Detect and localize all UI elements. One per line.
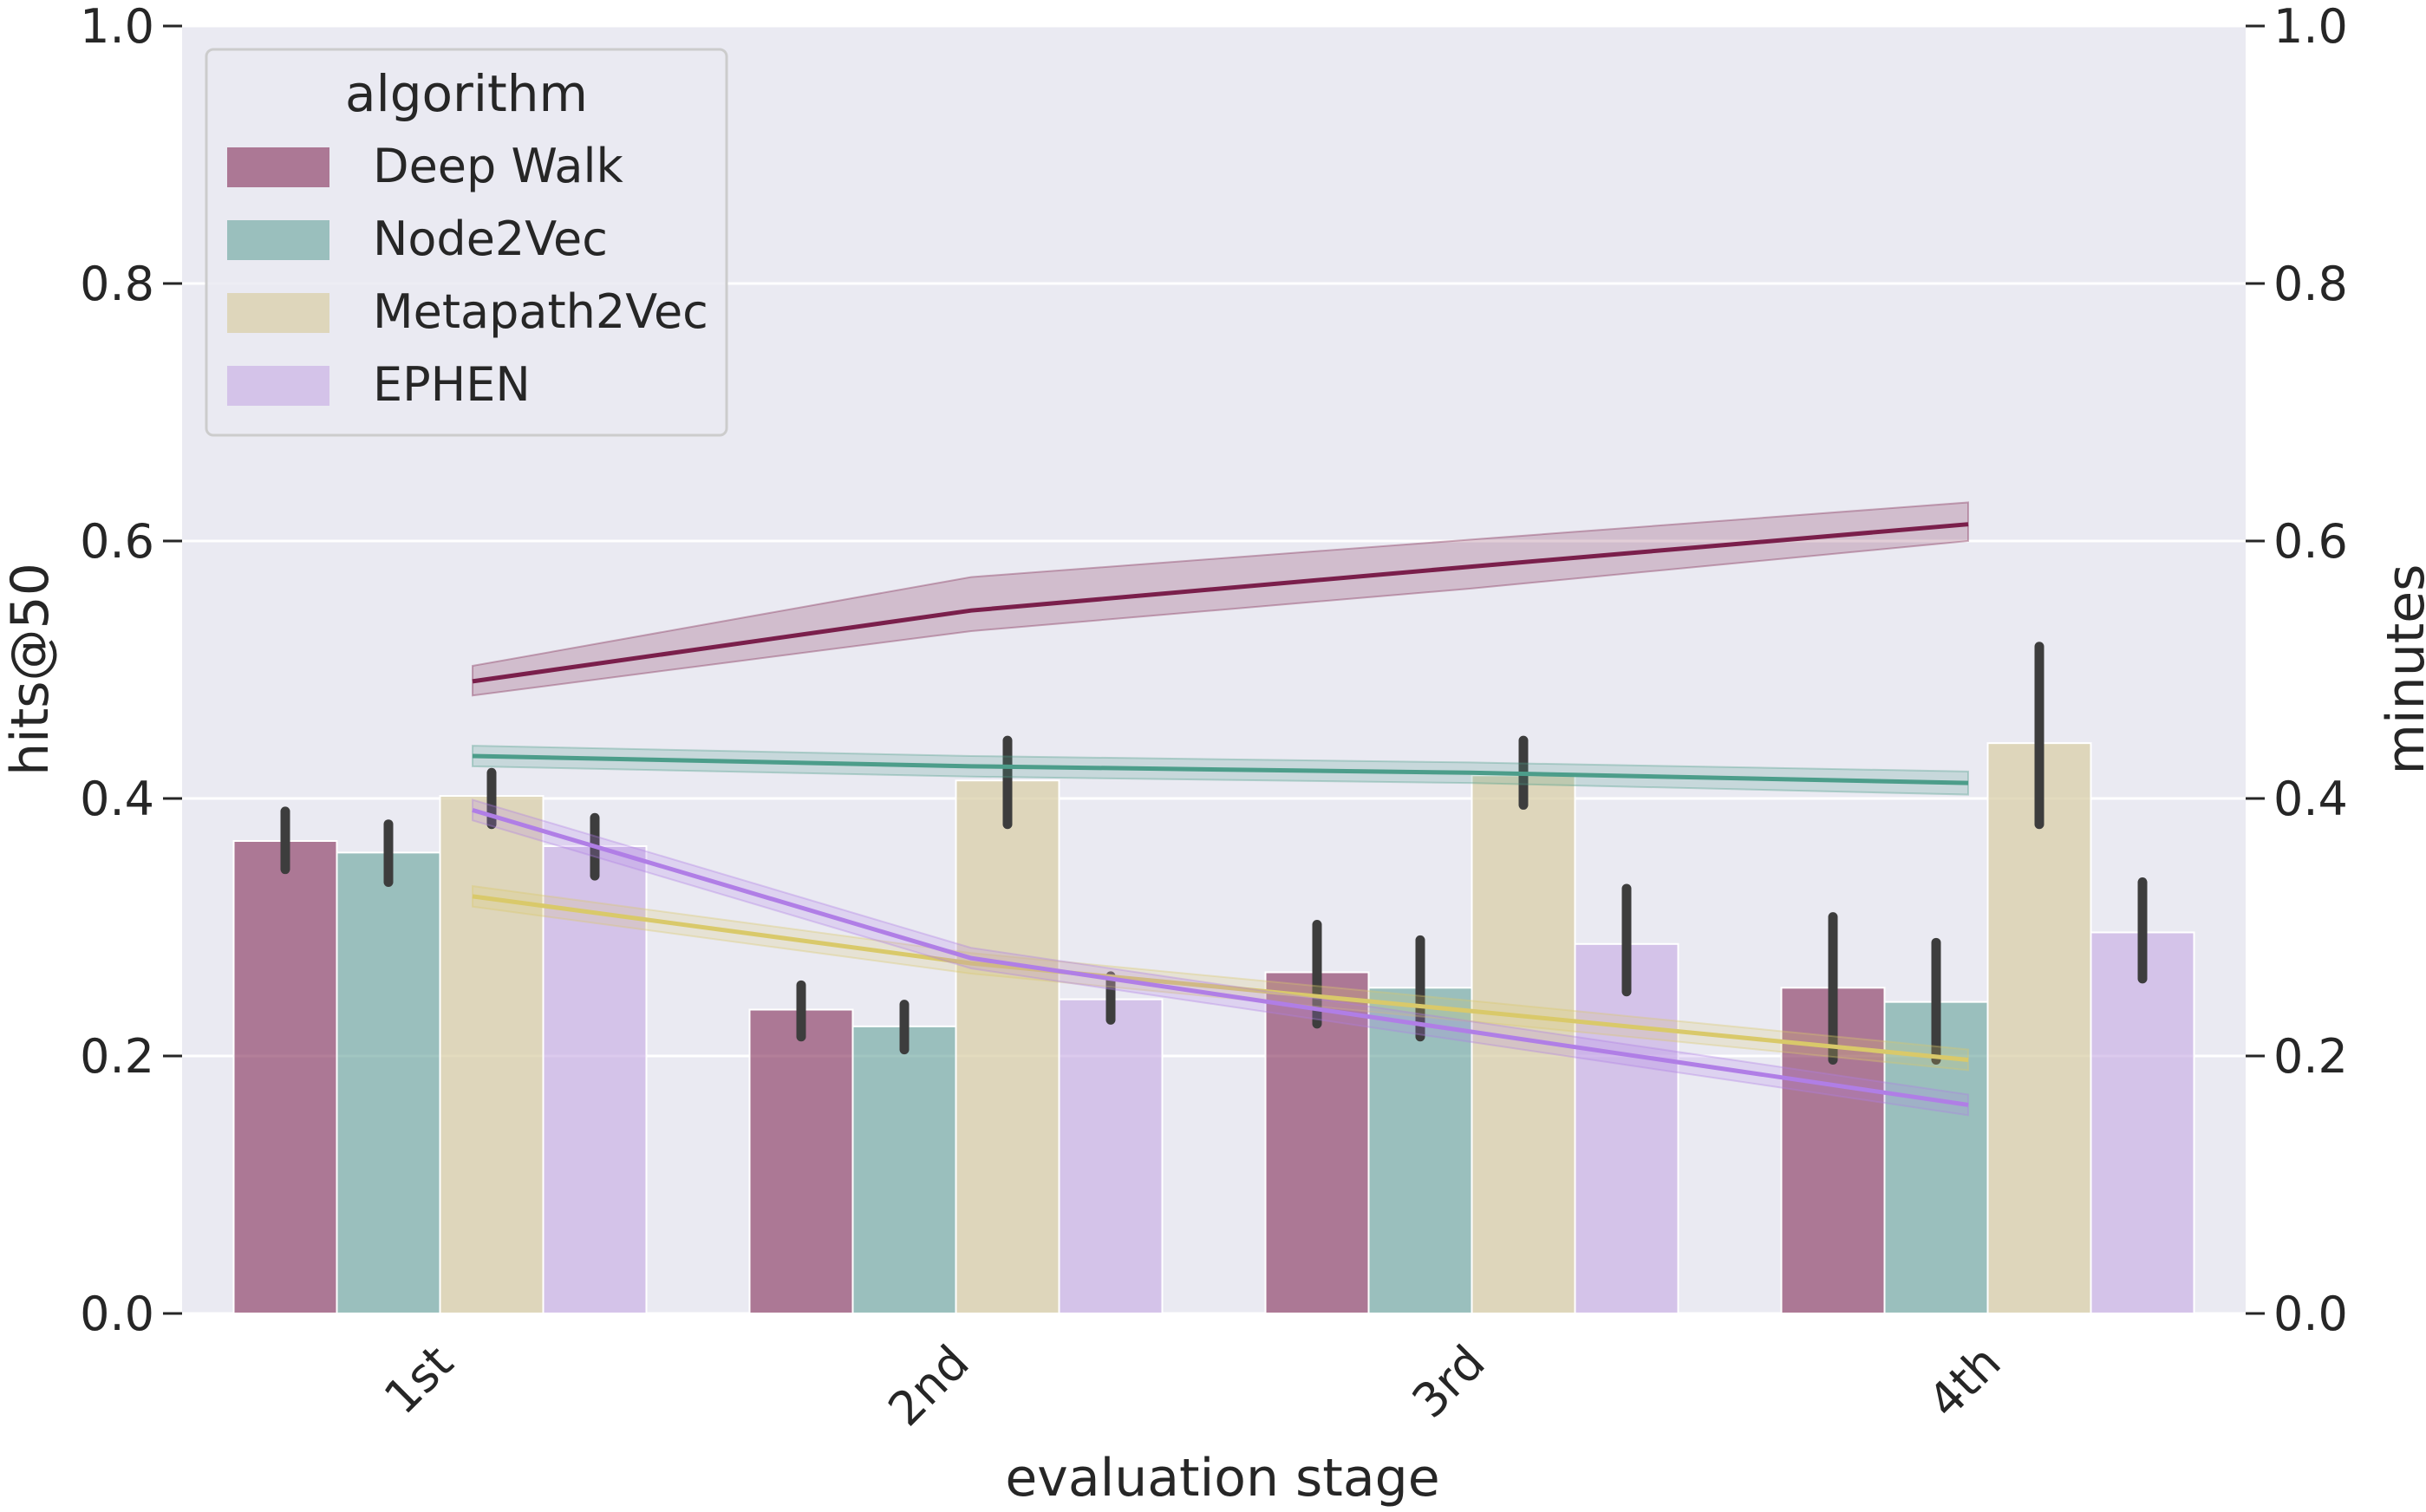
- bar: [232, 840, 338, 1314]
- y-tick-label: 0.4: [80, 772, 154, 826]
- bar: [439, 795, 545, 1314]
- y-right-tick-label: 0.4: [2273, 772, 2348, 826]
- legend-label: Metapath2Vec: [373, 284, 708, 339]
- trend-line: [472, 753, 1969, 785]
- y-right-tick-label: 0.0: [2273, 1287, 2348, 1341]
- bars: [232, 642, 2195, 1315]
- y-tick-label: 1.0: [80, 0, 154, 54]
- trend-line: [472, 894, 1969, 1062]
- legend-label: Deep Walk: [373, 139, 624, 193]
- y-right-tick-label: 1.0: [2273, 0, 2348, 54]
- y-tick-label: 0.2: [80, 1029, 154, 1084]
- bar: [955, 779, 1060, 1314]
- bar: [2090, 931, 2195, 1314]
- bar: [851, 1025, 957, 1314]
- y-axis-right-title: minutes: [2376, 564, 2426, 775]
- y-tick-label: 0.6: [80, 514, 154, 569]
- bar: [1574, 942, 1679, 1315]
- x-tick-label: 2nd: [877, 1335, 979, 1437]
- legend: algorithm Deep Walk Node2Vec Metapath2Vec E…: [205, 48, 728, 437]
- x-tick-label: 4th: [1918, 1335, 2012, 1429]
- y-right-tick-label: 0.6: [2273, 514, 2348, 569]
- legend-label: EPHEN: [373, 357, 531, 412]
- legend-swatch: [227, 293, 329, 333]
- bar: [1264, 971, 1370, 1314]
- legend-box: [205, 48, 728, 437]
- y-tick-label: 0.0: [80, 1287, 154, 1341]
- trend-line: [472, 807, 1969, 1107]
- y-tick-label: 0.8: [80, 257, 154, 311]
- y-axis-title: hits@50: [0, 563, 61, 776]
- x-tick-label: 3rd: [1402, 1335, 1496, 1429]
- legend-swatch: [227, 147, 329, 187]
- legend-swatch: [227, 366, 329, 406]
- bar: [336, 851, 441, 1314]
- confidence-band: [472, 501, 1969, 697]
- legend-entries: Deep Walk Node2Vec Metapath2Vec EPHEN: [227, 139, 708, 412]
- legend-label: Node2Vec: [373, 212, 608, 266]
- bar: [748, 1008, 854, 1315]
- x-tick-label: 1st: [374, 1335, 464, 1425]
- x-axis-title: evaluation stage: [1005, 1448, 1439, 1509]
- y-right-tick-label: 0.8: [2273, 257, 2348, 311]
- legend-swatch: [227, 220, 329, 260]
- bar: [542, 844, 648, 1314]
- legend-title: algorithm: [345, 64, 588, 123]
- lines: [472, 501, 1969, 1117]
- bar: [1058, 998, 1164, 1315]
- trend-line: [472, 522, 1969, 684]
- y-right-tick-label: 0.2: [2273, 1029, 2348, 1084]
